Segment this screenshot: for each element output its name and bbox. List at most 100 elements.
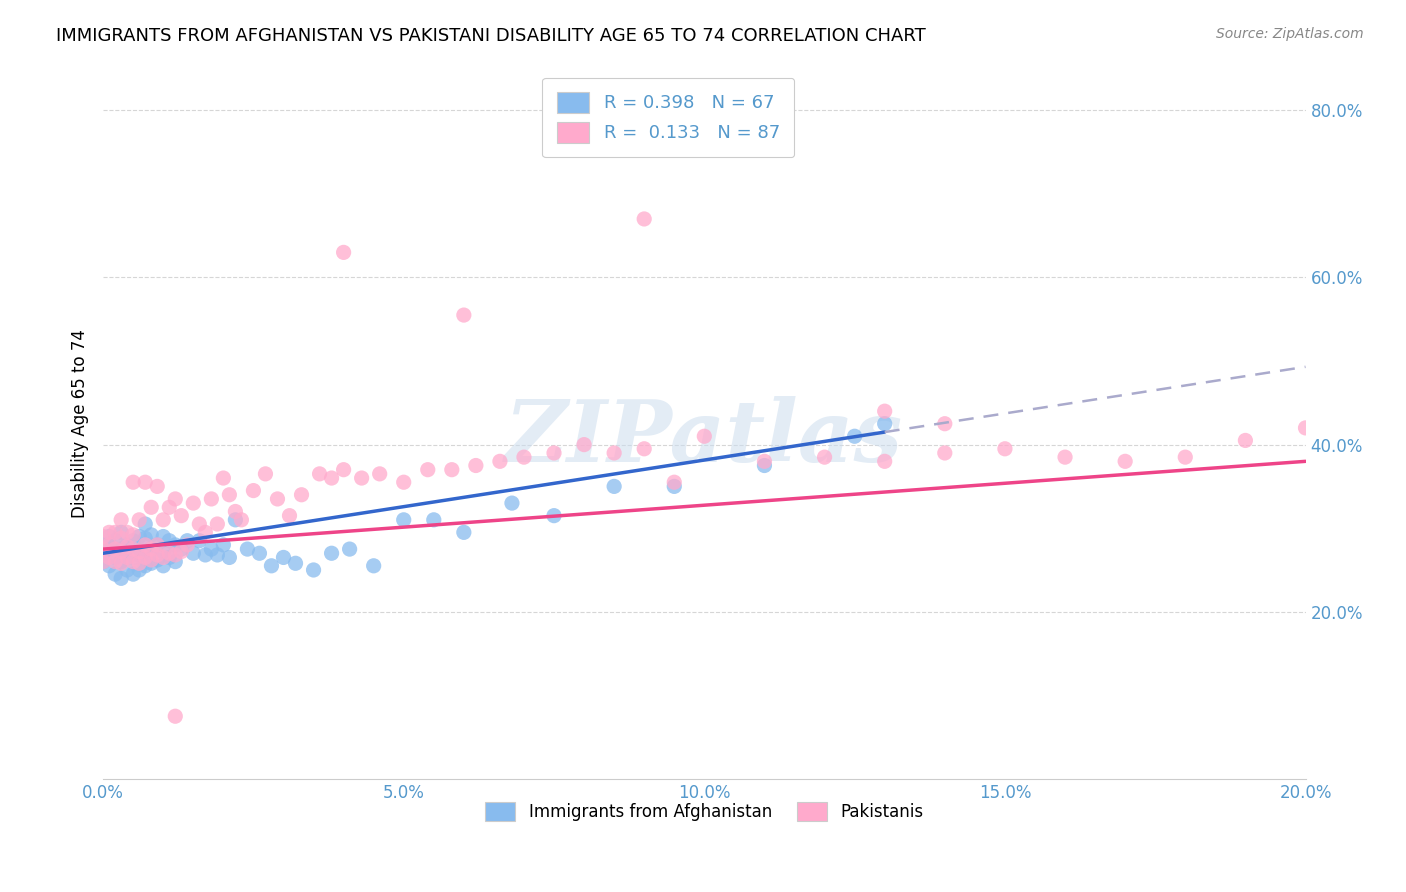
Point (489, 454, 512, 468)
Point (224, 504, 246, 518)
Point (141, 553, 163, 567)
Point (152, 558, 174, 573)
Point (231, 513, 253, 527)
Point (165, 709, 187, 723)
Point (266, 491, 288, 506)
Point (157, 500, 180, 515)
Point (115, 525, 138, 540)
Point (141, 556, 163, 570)
Point (254, 467, 277, 481)
Point (115, 550, 138, 565)
Point (290, 488, 312, 502)
Point (146, 553, 169, 567)
Point (392, 513, 415, 527)
Point (128, 548, 150, 562)
Point (128, 530, 150, 544)
Point (501, 496, 523, 510)
Point (115, 550, 138, 565)
Point (141, 528, 163, 542)
Point (1234, 434, 1257, 448)
Point (1295, 421, 1317, 435)
Point (350, 471, 373, 485)
Point (141, 500, 163, 515)
Point (122, 567, 145, 582)
Point (207, 548, 229, 562)
Point (278, 508, 301, 523)
Point (934, 417, 956, 431)
Point (115, 538, 138, 552)
Point (392, 475, 415, 490)
Point (122, 542, 145, 557)
Point (754, 454, 776, 468)
Point (339, 542, 361, 557)
Point (1053, 450, 1076, 464)
Point (115, 563, 138, 577)
Point (242, 483, 264, 498)
Point (165, 548, 187, 562)
Point (104, 555, 127, 569)
Point (122, 555, 145, 569)
Point (873, 454, 896, 468)
Point (543, 508, 565, 523)
Point (104, 567, 127, 582)
Point (249, 546, 271, 560)
Point (128, 556, 150, 570)
Point (134, 516, 156, 531)
Point (181, 496, 204, 510)
Point (122, 533, 145, 548)
Point (128, 513, 150, 527)
Point (200, 491, 222, 506)
Point (1114, 454, 1136, 468)
Point (110, 555, 132, 569)
Point (236, 542, 259, 557)
Text: Source: ZipAtlas.com: Source: ZipAtlas.com (1216, 27, 1364, 41)
Text: ZIPatlas: ZIPatlas (505, 396, 904, 480)
Point (633, 442, 655, 456)
Point (1174, 450, 1197, 464)
Point (91, 555, 114, 569)
Point (110, 571, 132, 585)
Point (572, 437, 595, 451)
Point (934, 446, 956, 460)
Point (207, 516, 229, 531)
Point (873, 404, 896, 418)
Point (98, 530, 121, 544)
Point (157, 546, 180, 560)
Point (363, 558, 385, 573)
Point (152, 550, 174, 565)
Point (91, 538, 114, 552)
Point (134, 475, 156, 490)
Point (165, 491, 187, 506)
Point (146, 538, 169, 552)
Point (165, 538, 187, 552)
Text: IMMIGRANTS FROM AFGHANISTAN VS PAKISTANI DISABILITY AGE 65 TO 74 CORRELATION CHA: IMMIGRANTS FROM AFGHANISTAN VS PAKISTANI… (56, 27, 927, 45)
Point (664, 479, 686, 493)
Point (152, 530, 174, 544)
Point (110, 556, 132, 570)
Point (440, 463, 463, 477)
Point (513, 450, 536, 464)
Point (188, 516, 211, 531)
Point (128, 563, 150, 577)
Point (134, 558, 156, 573)
Point (115, 540, 138, 554)
Point (332, 245, 354, 260)
Point (194, 548, 217, 562)
Point (302, 563, 325, 577)
Point (104, 525, 127, 540)
Point (224, 513, 246, 527)
Point (453, 525, 475, 540)
Point (664, 475, 686, 490)
Point (332, 463, 354, 477)
Point (110, 513, 132, 527)
Point (754, 458, 776, 473)
Point (212, 538, 235, 552)
Point (134, 538, 156, 552)
Point (146, 548, 169, 562)
Point (368, 467, 391, 481)
Point (98, 538, 121, 552)
Point (603, 479, 626, 493)
Point (110, 542, 132, 557)
Point (98, 542, 121, 557)
Point (91, 555, 114, 569)
